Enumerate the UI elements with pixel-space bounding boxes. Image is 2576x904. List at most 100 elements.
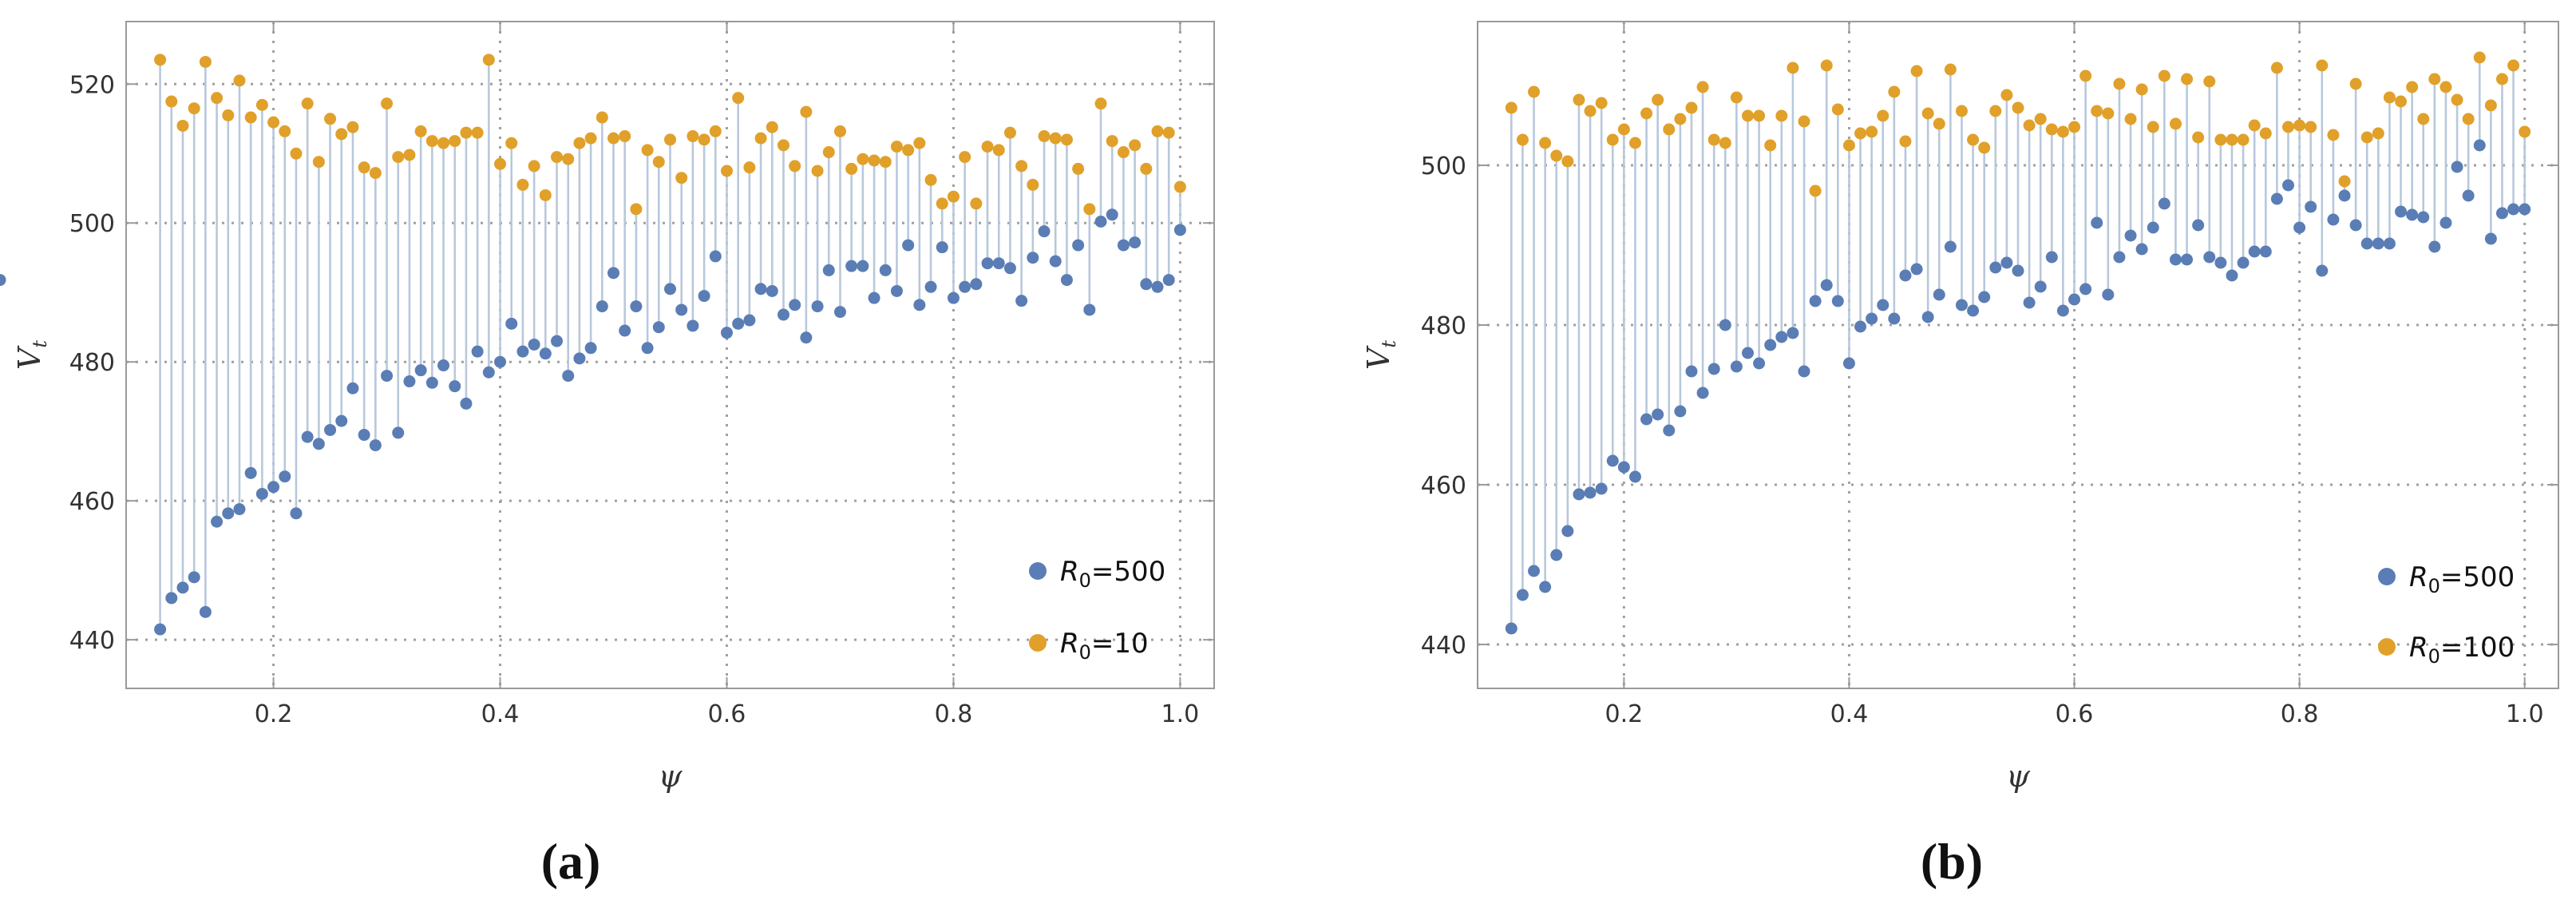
point-b-s1-34 xyxy=(1888,85,1901,98)
point-a-s1-68 xyxy=(924,173,937,186)
point-b-s1-5 xyxy=(1561,155,1574,168)
point-b-s0-77 xyxy=(2372,237,2384,250)
grid-a xyxy=(126,22,1214,688)
point-b-s0-68 xyxy=(2270,192,2283,205)
y-axis-label-sub-b: t xyxy=(1378,340,1400,348)
point-b-s0-84 xyxy=(2451,161,2463,173)
point-a-s1-85 xyxy=(1117,146,1130,159)
point-a-s1-3 xyxy=(188,102,200,115)
point-a-s1-66 xyxy=(902,144,915,157)
points-b xyxy=(1505,51,2531,635)
point-b-s0-75 xyxy=(2349,219,2362,232)
point-b-s1-65 xyxy=(2237,133,2250,146)
point-a-s1-83 xyxy=(1094,97,1107,110)
y-axis-label-main-b: V xyxy=(1361,345,1396,370)
point-b-s1-35 xyxy=(1899,135,1912,148)
point-a-s1-23 xyxy=(414,125,427,137)
point-b-s1-76 xyxy=(2360,131,2373,144)
point-b-s1-80 xyxy=(2406,81,2419,93)
point-a-s0-39 xyxy=(596,300,608,313)
point-b-s0-7 xyxy=(1584,486,1597,499)
point-b-s1-3 xyxy=(1539,137,1552,149)
point-a-s1-75 xyxy=(1003,126,1016,139)
point-b-s1-29 xyxy=(1831,103,1844,116)
point-b-s0-59 xyxy=(2169,253,2182,266)
point-a-s0-40 xyxy=(607,267,620,280)
point-b-s1-28 xyxy=(1820,59,1833,72)
point-a-s0-45 xyxy=(664,283,676,295)
point-b-s1-61 xyxy=(2192,131,2205,144)
point-b-s0-86 xyxy=(2473,139,2486,152)
point-a-s0-4 xyxy=(199,605,212,618)
legend-marker-r0-10-a xyxy=(1029,634,1047,652)
point-a-s0-89 xyxy=(1162,274,1175,287)
point-a-s0-16 xyxy=(335,414,348,427)
point-b-s1-2 xyxy=(1528,85,1541,98)
point-b-s1-6 xyxy=(1573,93,1585,106)
point-b-s1-7 xyxy=(1584,105,1597,117)
point-b-s1-69 xyxy=(2282,121,2294,133)
point-b-s0-44 xyxy=(2000,256,2013,269)
point-a-s1-17 xyxy=(346,121,359,133)
point-a-s0-70 xyxy=(947,291,960,304)
point-b-s1-84 xyxy=(2451,93,2463,106)
legend-sub-b1: 0 xyxy=(2428,645,2440,668)
point-b-s0-82 xyxy=(2428,240,2441,253)
point-b-s0-8 xyxy=(1595,482,1608,495)
point-b-s1-11 xyxy=(1628,137,1641,149)
y-axis-label-sub-a: t xyxy=(29,340,51,348)
point-a-s0-41 xyxy=(619,324,631,337)
point-b-s0-73 xyxy=(2327,213,2340,226)
point-a-s1-21 xyxy=(392,151,405,164)
point-a-s1-24 xyxy=(425,135,438,148)
point-a-s0-44 xyxy=(652,321,665,334)
point-b-s1-23 xyxy=(1764,139,1777,152)
point-b-s0-70 xyxy=(2293,221,2306,234)
point-b-s0-21 xyxy=(1742,347,1754,359)
point-a-s1-43 xyxy=(641,144,654,157)
point-a-s0-83 xyxy=(1094,216,1107,228)
y-tick-label-a-1: 460 xyxy=(69,488,115,516)
point-a-s1-28 xyxy=(471,126,484,139)
point-a-s0-7 xyxy=(233,503,246,516)
point-b-s0-5 xyxy=(1561,525,1574,537)
point-a-s0-12 xyxy=(290,507,303,520)
point-a-s1-25 xyxy=(437,137,450,149)
point-b-s1-25 xyxy=(1787,61,1799,74)
point-b-s0-30 xyxy=(1842,357,1855,370)
point-b-s0-69 xyxy=(2282,179,2294,192)
point-a-s1-31 xyxy=(505,137,518,149)
point-b-s0-28 xyxy=(1820,279,1833,291)
point-a-s0-53 xyxy=(754,283,767,295)
x-tick-label-a-1: 0.4 xyxy=(481,700,520,728)
point-b-s1-14 xyxy=(1663,123,1676,136)
y-tick-label-b-2: 480 xyxy=(1421,312,1466,340)
point-a-s0-80 xyxy=(1060,274,1073,287)
point-b-s1-13 xyxy=(1652,93,1664,106)
point-b-s0-1 xyxy=(1516,589,1529,601)
point-b-s0-39 xyxy=(1944,240,1957,253)
point-b-s0-6 xyxy=(1573,488,1585,501)
point-b-s0-72 xyxy=(2316,264,2329,277)
legend-r-a1: R xyxy=(1060,628,1079,660)
point-a-s0-35 xyxy=(551,335,564,347)
point-a-s0-52 xyxy=(743,314,756,327)
point-a-s1-56 xyxy=(789,160,801,172)
point-a-s0-49 xyxy=(709,250,722,263)
point-a-s1-15 xyxy=(324,113,337,125)
point-b-s0-87 xyxy=(2484,232,2497,245)
point-b-s0-53 xyxy=(2102,288,2115,301)
point-a-s1-20 xyxy=(381,97,394,110)
point-a-s1-61 xyxy=(845,162,858,175)
point-b-s0-37 xyxy=(1921,311,1934,323)
y-tick-label-a-3: 500 xyxy=(69,210,115,238)
point-b-s1-9 xyxy=(1606,133,1619,146)
point-b-s0-45 xyxy=(2012,264,2024,277)
point-b-s0-66 xyxy=(2248,245,2261,258)
point-b-s1-30 xyxy=(1842,139,1855,152)
point-a-s1-90 xyxy=(1173,180,1186,193)
point-b-s0-2 xyxy=(1528,565,1541,577)
point-a-s1-54 xyxy=(766,121,778,133)
legend-b: R0=500 R0=100 xyxy=(2378,561,2515,668)
point-a-s0-15 xyxy=(324,423,337,436)
